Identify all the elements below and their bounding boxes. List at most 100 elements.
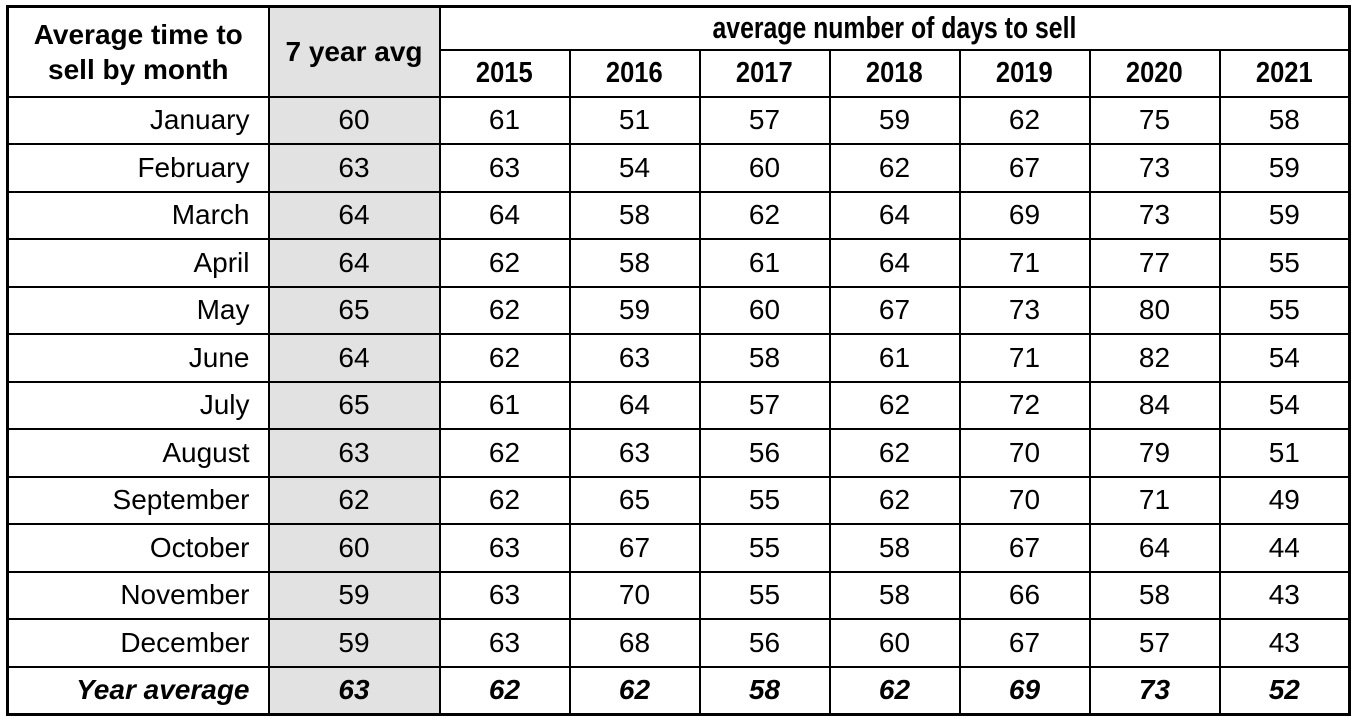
table-row: May 65 62 59 60 67 73 80 55 — [6, 285, 1351, 335]
value-cell: 59 — [1218, 190, 1351, 240]
value-cell: 62 — [568, 665, 701, 715]
value-cell: 56 — [698, 428, 831, 478]
year-header-label: 2016 — [606, 56, 663, 89]
seven-year-avg-cell: 59 — [267, 570, 441, 620]
value-cell: 44 — [1218, 523, 1351, 573]
value-cell: 62 — [438, 238, 571, 288]
value-cell: 62 — [438, 333, 571, 383]
value-cell: 71 — [1088, 475, 1221, 525]
value-cell: 51 — [1218, 428, 1351, 478]
value-cell: 68 — [568, 618, 701, 668]
seven-year-avg-cell: 63 — [267, 665, 441, 715]
value-cell: 61 — [828, 333, 961, 383]
year-header: 2015 — [438, 48, 571, 98]
value-cell: 67 — [568, 523, 701, 573]
month-label-cell: October — [6, 523, 270, 573]
year-average-label-cell: Year average — [6, 665, 270, 715]
value-cell: 57 — [1088, 618, 1221, 668]
value-cell: 73 — [958, 285, 1091, 335]
value-cell: 62 — [438, 475, 571, 525]
table-row: March 64 64 58 62 64 69 73 59 — [6, 190, 1351, 240]
value-cell: 67 — [958, 143, 1091, 193]
seven-year-avg-cell: 64 — [267, 333, 441, 383]
value-cell: 43 — [1218, 618, 1351, 668]
year-average-row: Year average 63 62 62 58 62 69 73 52 — [6, 665, 1351, 715]
value-cell: 67 — [958, 523, 1091, 573]
year-header: 2016 — [568, 48, 701, 98]
table-row: July 65 61 64 57 62 72 84 54 — [6, 380, 1351, 430]
year-header-label: 2021 — [1255, 56, 1313, 89]
seven-year-avg-cell: 59 — [267, 618, 441, 668]
year-header-row: 2015 2016 2017 2018 2019 2020 2021 — [8, 48, 1351, 98]
value-cell: 65 — [568, 475, 701, 525]
year-header: 2018 — [828, 48, 961, 98]
month-label-cell: December — [6, 618, 270, 668]
value-cell: 62 — [828, 475, 961, 525]
year-header: 2021 — [1218, 48, 1351, 98]
table-row: November 59 63 70 55 58 66 58 43 — [6, 570, 1351, 620]
month-label-cell: August — [6, 428, 270, 478]
value-cell: 54 — [568, 143, 701, 193]
value-cell: 43 — [1218, 570, 1351, 620]
value-cell: 63 — [438, 618, 571, 668]
value-cell: 61 — [698, 238, 831, 288]
table-row: October 60 63 67 55 58 67 64 44 — [6, 523, 1351, 573]
value-cell: 58 — [1088, 570, 1221, 620]
value-cell: 60 — [698, 285, 831, 335]
month-label-cell: April — [6, 238, 270, 288]
value-cell: 67 — [828, 285, 961, 335]
value-cell: 60 — [828, 618, 961, 668]
value-cell: 67 — [958, 618, 1091, 668]
value-cell: 59 — [828, 95, 961, 145]
year-header: 2019 — [958, 48, 1091, 98]
month-label-cell: June — [6, 333, 270, 383]
value-cell: 55 — [698, 523, 831, 573]
seven-year-avg-cell: 65 — [267, 380, 441, 430]
value-cell: 77 — [1088, 238, 1221, 288]
corner-header: Average time to sell by month — [6, 5, 270, 98]
month-label-cell: February — [6, 143, 270, 193]
value-cell: 55 — [1218, 238, 1351, 288]
value-cell: 64 — [568, 380, 701, 430]
value-cell: 64 — [1088, 523, 1221, 573]
value-cell: 64 — [438, 190, 571, 240]
value-cell: 55 — [698, 570, 831, 620]
year-header-label: 2019 — [996, 56, 1053, 89]
month-label-cell: January — [6, 95, 270, 145]
table-row: April 64 62 58 61 64 71 77 55 — [6, 238, 1351, 288]
value-cell: 63 — [438, 570, 571, 620]
value-cell: 52 — [1218, 665, 1351, 715]
year-header-label: 2015 — [476, 56, 533, 89]
seven-year-avg-header: 7 year avg — [267, 5, 441, 98]
value-cell: 72 — [958, 380, 1091, 430]
value-cell: 66 — [958, 570, 1091, 620]
value-cell: 58 — [828, 523, 961, 573]
value-cell: 61 — [438, 380, 571, 430]
value-cell: 54 — [1218, 380, 1351, 430]
table-row: September 62 62 65 55 62 70 71 49 — [6, 475, 1351, 525]
header-row-top: Average time to sell by month 7 year avg… — [6, 5, 1351, 98]
value-cell: 58 — [568, 238, 701, 288]
value-cell: 62 — [438, 285, 571, 335]
span-header: average number of days to sell — [438, 5, 1351, 51]
seven-year-avg-cell: 64 — [267, 238, 441, 288]
year-header-label: 2020 — [1126, 56, 1183, 89]
seven-year-avg-cell: 60 — [267, 95, 441, 145]
value-cell: 56 — [698, 618, 831, 668]
value-cell: 63 — [438, 523, 571, 573]
table-row: December 59 63 68 56 60 67 57 43 — [6, 618, 1351, 668]
value-cell: 63 — [568, 428, 701, 478]
value-cell: 58 — [568, 190, 701, 240]
seven-year-avg-cell: 60 — [267, 523, 441, 573]
year-header-label: 2017 — [736, 56, 793, 89]
value-cell: 64 — [828, 190, 961, 240]
value-cell: 80 — [1088, 285, 1221, 335]
value-cell: 84 — [1088, 380, 1221, 430]
year-header: 2017 — [698, 48, 831, 98]
value-cell: 57 — [698, 95, 831, 145]
value-cell: 70 — [568, 570, 701, 620]
value-cell: 55 — [1218, 285, 1351, 335]
value-cell: 55 — [698, 475, 831, 525]
value-cell: 49 — [1218, 475, 1351, 525]
span-header-label: average number of days to sell — [712, 10, 1077, 46]
